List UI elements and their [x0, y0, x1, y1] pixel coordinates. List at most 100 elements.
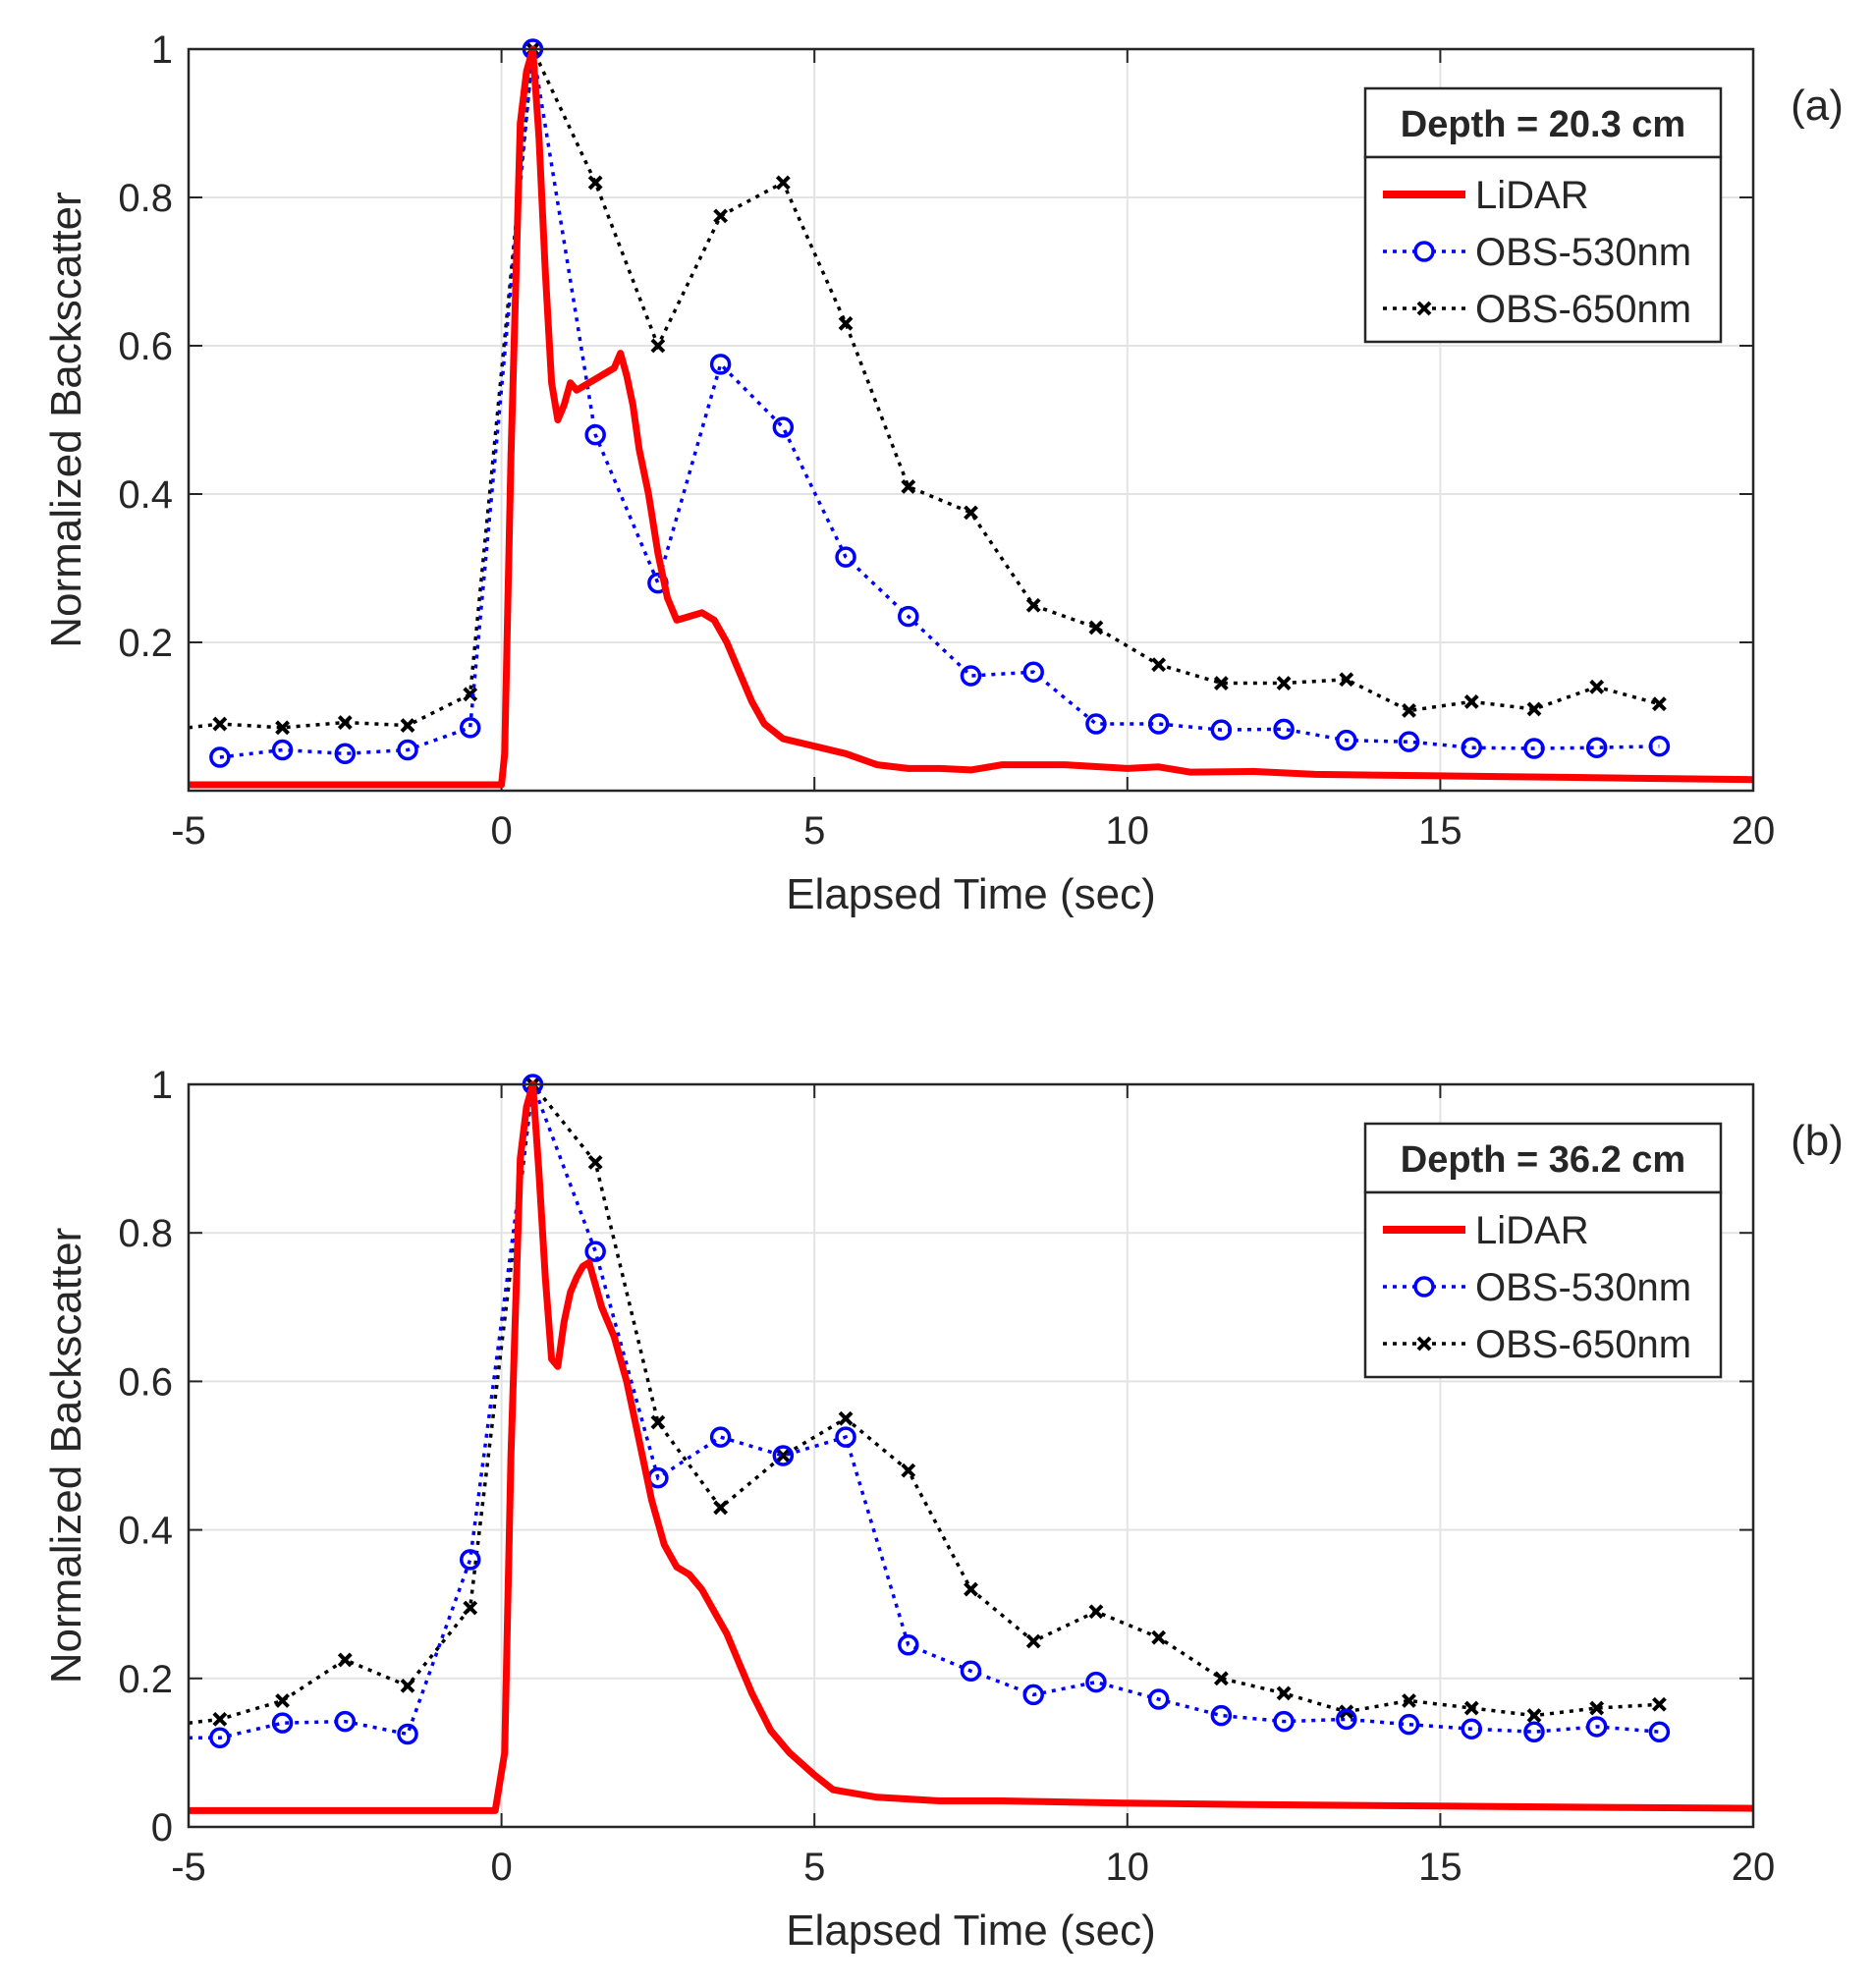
obs650-point: [1526, 701, 1542, 717]
obs530-point: [1273, 1710, 1295, 1733]
obs650-point: [838, 315, 854, 331]
obs530-point: [334, 1710, 357, 1733]
obs650-point: [650, 1414, 666, 1430]
x-tick-label: 15: [1418, 1846, 1462, 1889]
obs530-line: [189, 1083, 1660, 1740]
obs530-point: [271, 739, 294, 761]
obs650-point: [1213, 1671, 1229, 1686]
obs530-point: [1147, 1688, 1170, 1710]
obs530-point: [584, 423, 606, 446]
obs650-point: [1213, 676, 1229, 690]
obs650-point: [1088, 1604, 1104, 1620]
legend-title-box: [1363, 1122, 1723, 1194]
obs530-point: [397, 1723, 418, 1745]
series-obs-530nm: [189, 1074, 1671, 1749]
obs650-point: [1652, 696, 1667, 712]
obs650-point: [1276, 1685, 1292, 1701]
axes-box: [187, 47, 1755, 793]
obs650-point: [1589, 1700, 1605, 1716]
y-axis-label: Normalized Backscatter: [42, 1228, 90, 1684]
y-tick-label: 1: [151, 1064, 173, 1107]
series-obs-650nm: [189, 1077, 1667, 1727]
series-obs-530nm: [209, 38, 1671, 768]
x-tick-label: 0: [490, 809, 512, 853]
obs650-point: [1151, 657, 1167, 673]
axes-box: [187, 1082, 1755, 1829]
obs530-point: [960, 665, 982, 687]
x-tick-label: -5: [171, 1846, 206, 1889]
obs530-point: [1461, 1718, 1483, 1740]
x-tick-label: 20: [1732, 809, 1776, 853]
obs650-point: [775, 175, 791, 191]
obs650-point: [1652, 1696, 1667, 1712]
legend-marker-obs650: [1416, 301, 1432, 316]
legend-title: Depth = 36.2 cm: [1401, 1139, 1685, 1181]
obs530-point: [1648, 735, 1671, 757]
obs530-point: [1022, 1684, 1044, 1706]
obs650-point: [1025, 1633, 1041, 1649]
panel-label: (a): [1791, 82, 1844, 130]
obs650-point: [463, 687, 478, 702]
obs530-point: [960, 1660, 982, 1682]
x-axis-label: Elapsed Time (sec): [786, 1906, 1156, 1955]
obs530-point: [1461, 737, 1483, 758]
obs530-point: [709, 1426, 732, 1448]
y-tick-label: 0.6: [118, 325, 173, 368]
y-tick-label: 0.2: [118, 1658, 173, 1701]
legend-label: OBS-650nm: [1475, 1323, 1691, 1366]
y-tick-label: 0.8: [118, 177, 173, 220]
obs530-point: [1273, 718, 1295, 741]
obs650-point: [964, 505, 978, 521]
obs650-point: [775, 1448, 791, 1463]
obs650-point: [587, 1154, 603, 1170]
x-tick-label: 5: [803, 1846, 825, 1889]
obs650-point: [1025, 597, 1041, 613]
obs530-point: [271, 1712, 294, 1734]
obs530-point: [1085, 713, 1107, 735]
x-tick-label: 20: [1732, 1846, 1776, 1889]
obs530-point: [1523, 1721, 1545, 1742]
obs650-point: [212, 716, 228, 732]
obs530-point: [209, 1727, 231, 1749]
legend-marker-obs650: [1416, 1336, 1432, 1352]
obs530-point: [835, 546, 856, 568]
obs530-point: [1085, 1671, 1107, 1693]
y-axis-label: Normalized Backscatter: [42, 192, 90, 648]
y-tick-label: 0.6: [118, 1360, 173, 1404]
x-tick-label: 15: [1418, 809, 1462, 853]
obs650-point: [1463, 693, 1479, 709]
obs650-point: [400, 1678, 415, 1693]
y-tick-label: 0.2: [118, 622, 173, 665]
obs650-point: [901, 1463, 916, 1478]
obs650-point: [1526, 1708, 1542, 1724]
obs650-point: [463, 1600, 478, 1616]
legend-title: Depth = 20.3 cm: [1401, 104, 1685, 145]
obs530-point: [1210, 1704, 1233, 1727]
obs650-point: [1088, 620, 1104, 635]
x-tick-label: -5: [171, 809, 206, 853]
obs530-point: [835, 1426, 856, 1448]
obs530-point: [1523, 738, 1545, 759]
legend-label: OBS-530nm: [1475, 1266, 1691, 1309]
obs530-point: [1398, 1713, 1420, 1736]
obs530-point: [1210, 719, 1233, 741]
legend-label: OBS-530nm: [1475, 231, 1691, 274]
obs530-point: [209, 746, 231, 768]
legend: Depth = 20.3 cm LiDAR OBS-530nm OBS-650nm: [1363, 86, 1723, 344]
obs530-point: [772, 1445, 795, 1466]
y-tick-label: 1: [151, 28, 173, 72]
legend-marker-obs530: [1413, 241, 1435, 262]
x-axis-label: Elapsed Time (sec): [786, 870, 1156, 918]
obs650-point: [1276, 676, 1292, 690]
y-tick-label: 0.4: [118, 473, 173, 517]
legend-label: LiDAR: [1475, 174, 1589, 217]
obs650-point: [964, 1581, 978, 1597]
obs530-point: [1585, 737, 1608, 758]
y-tick-label: 0: [151, 1806, 173, 1850]
y-tick-label: 0.4: [118, 1510, 173, 1553]
obs650-point: [275, 720, 290, 736]
obs650-point: [1151, 1629, 1167, 1645]
obs530-point: [1022, 661, 1044, 683]
